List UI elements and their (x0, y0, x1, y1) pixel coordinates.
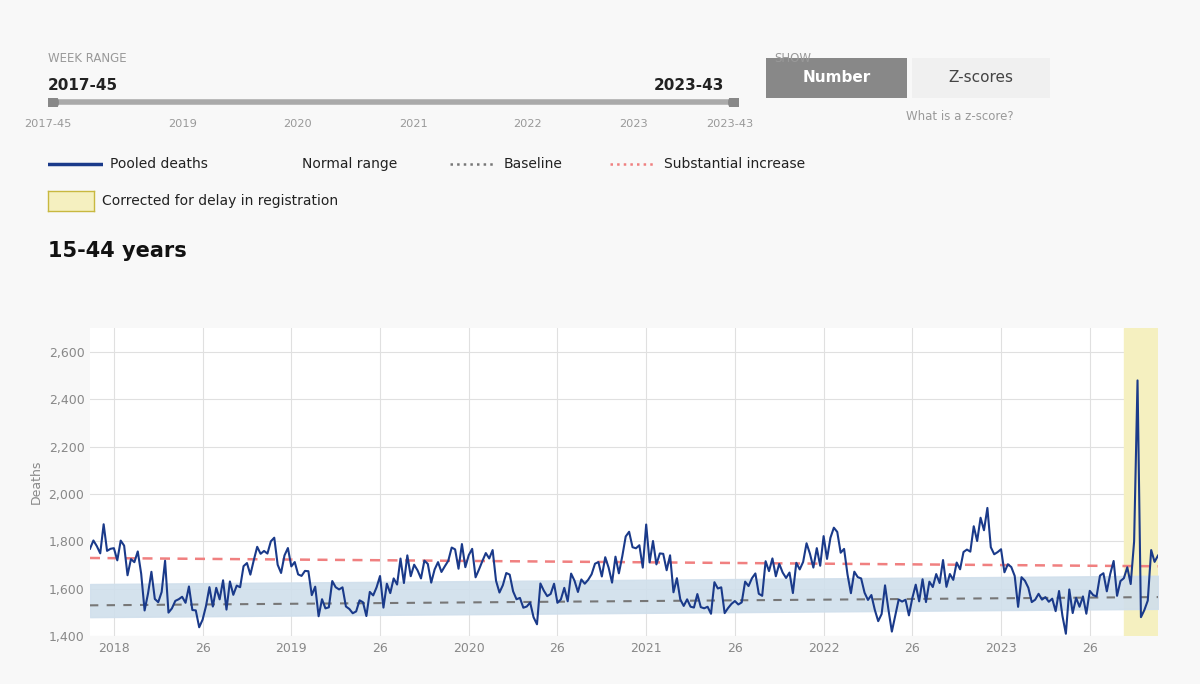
Text: Number: Number (803, 70, 870, 86)
Text: 2023: 2023 (619, 120, 648, 129)
Y-axis label: Deaths: Deaths (30, 460, 43, 504)
Text: 2020: 2020 (283, 120, 312, 129)
Text: 2023-43: 2023-43 (654, 78, 725, 93)
Text: 2022: 2022 (514, 120, 542, 129)
Text: 2023-43: 2023-43 (706, 120, 754, 129)
Text: 2019: 2019 (168, 120, 197, 129)
Text: 15-44 years: 15-44 years (48, 241, 187, 261)
Text: Baseline: Baseline (504, 157, 563, 171)
Text: Normal range: Normal range (302, 157, 397, 171)
Text: Substantial increase: Substantial increase (664, 157, 805, 171)
Text: 2017-45: 2017-45 (48, 78, 118, 93)
Bar (1124, 328, 1162, 636)
Text: 2021: 2021 (400, 120, 428, 129)
FancyBboxPatch shape (901, 55, 1061, 101)
FancyBboxPatch shape (755, 55, 918, 101)
Text: SHOW: SHOW (774, 51, 811, 65)
Text: What is a z-score?: What is a z-score? (906, 109, 1014, 123)
Text: Corrected for delay in registration: Corrected for delay in registration (102, 194, 338, 208)
Text: WEEK RANGE: WEEK RANGE (48, 51, 127, 65)
Text: 2017-45: 2017-45 (24, 120, 72, 129)
Text: Pooled deaths: Pooled deaths (110, 157, 209, 171)
Text: Z-scores: Z-scores (948, 70, 1014, 86)
